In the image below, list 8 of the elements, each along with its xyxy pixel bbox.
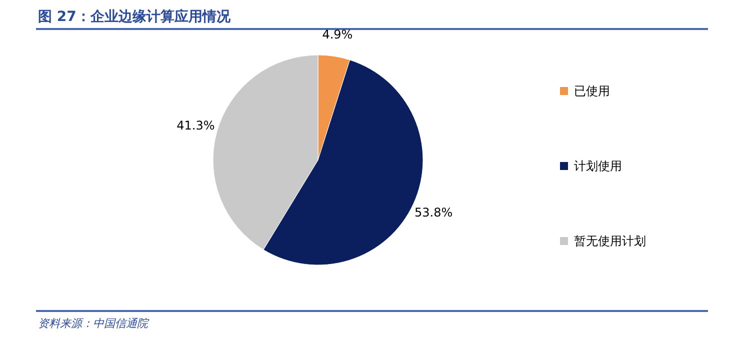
data-label: 53.8% [414,206,453,220]
chart-title: 图 27：企业边缘计算应用情况 [38,8,232,25]
text: 资料来源：中国信通院 [38,317,150,330]
legend-label: 暂无使用计划 [574,234,646,248]
legend-label: 计划使用 [574,159,622,173]
data-label: 41.3% [176,118,215,133]
data-label: 4.9% [322,28,353,42]
legend-label: 已使用 [574,84,610,98]
